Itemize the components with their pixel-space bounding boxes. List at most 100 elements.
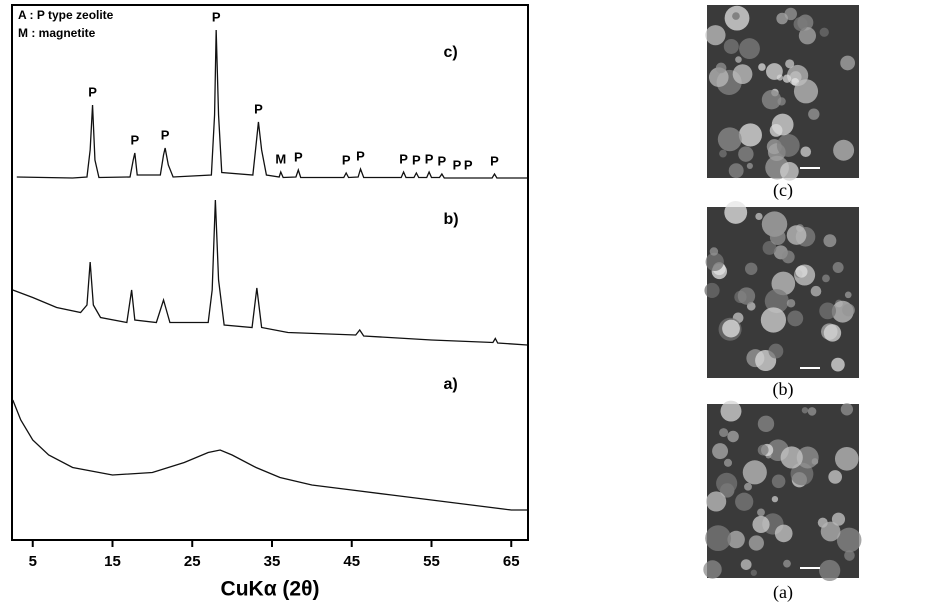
sem-grain — [795, 265, 808, 278]
sem-grain — [842, 303, 855, 317]
sem-grain — [766, 63, 783, 80]
sem-grain — [735, 492, 754, 511]
peak-label: P — [464, 157, 473, 172]
image-caption: (c) — [773, 180, 793, 201]
sem-grain — [771, 495, 779, 503]
sem-grain — [709, 247, 719, 256]
sem-grain — [768, 343, 784, 359]
sem-grain — [785, 59, 795, 69]
sem-grain — [732, 12, 740, 20]
sem-grain — [732, 64, 753, 85]
peak-label: P — [294, 149, 303, 164]
x-tick-label: 45 — [343, 553, 360, 570]
sem-grain — [727, 530, 745, 549]
peak-label: P — [425, 151, 434, 166]
sem-grain — [844, 550, 855, 561]
plot-frame — [11, 4, 529, 541]
peak-label: P — [88, 84, 97, 99]
sem-grain — [808, 108, 820, 120]
x-tick-label: 65 — [503, 553, 520, 570]
sem-grain — [836, 527, 862, 553]
peak-label: M — [275, 151, 286, 166]
sem-grain — [774, 524, 793, 543]
sem-grain — [719, 428, 729, 438]
peak-label: P — [130, 132, 139, 147]
sem-grain — [786, 225, 807, 245]
sem-grain — [798, 27, 817, 45]
sem-grain — [716, 472, 738, 494]
sem-grain — [755, 212, 763, 221]
sem-grain — [723, 458, 733, 467]
sem-grain — [758, 63, 766, 71]
x-tick-label: 55 — [423, 553, 440, 570]
sem-grain — [742, 460, 767, 485]
sem-grain — [793, 79, 819, 104]
sem-grain — [727, 430, 739, 443]
sem-grain — [819, 302, 837, 320]
sem-grain — [769, 229, 786, 246]
peak-label: P — [161, 127, 170, 142]
sem-grain — [801, 407, 809, 414]
peak-label: P — [490, 153, 499, 168]
sem-grain — [750, 569, 757, 576]
sem-grain — [771, 113, 794, 136]
peak-label: P — [453, 157, 462, 172]
sem-grain — [722, 319, 740, 338]
sem-grain — [704, 282, 720, 299]
sem-grain — [706, 491, 727, 512]
sem-grain — [746, 162, 753, 169]
legend-text: M : magnetite — [18, 26, 96, 40]
sem-grain — [819, 559, 841, 582]
sem-grain — [793, 17, 808, 32]
sem-grain — [823, 234, 837, 248]
peak-label: P — [438, 153, 447, 168]
sem-grain — [738, 146, 754, 162]
sem-grain — [720, 400, 742, 422]
sem-grain — [787, 310, 804, 327]
sem-grain — [782, 74, 792, 83]
x-axis-title: CuKα (2θ) — [221, 578, 320, 601]
series-label: a) — [443, 376, 457, 393]
peak-label: P — [412, 152, 421, 167]
sem-grain — [744, 482, 752, 491]
sem-grain — [831, 357, 845, 372]
image-caption: (b) — [773, 379, 794, 400]
sem-grain — [780, 446, 803, 469]
sem-grain — [705, 25, 726, 46]
sem-grain — [764, 289, 789, 314]
sem-grain — [703, 560, 722, 579]
sem-grain — [776, 133, 800, 157]
sem-grain — [762, 241, 777, 255]
sem-grain — [712, 443, 729, 460]
sem-grain — [757, 444, 769, 456]
x-tick-label: 25 — [184, 553, 201, 570]
peak-label: P — [254, 101, 263, 116]
sem-grain — [844, 291, 852, 299]
sem-grain — [737, 287, 756, 305]
sem-grain — [828, 470, 843, 484]
sem-grain — [840, 55, 856, 71]
sem-grain — [705, 525, 732, 552]
sem-grain — [833, 139, 855, 161]
x-tick-label: 35 — [264, 553, 281, 570]
sem-grain — [807, 407, 817, 416]
sem-grain — [786, 299, 796, 308]
sem-grain — [738, 123, 762, 147]
sem-grain — [832, 261, 844, 273]
sem-grain — [757, 508, 765, 517]
image-caption: (a) — [773, 582, 793, 603]
x-tick-label: 15 — [104, 553, 121, 570]
x-tick-label: 5 — [29, 553, 37, 570]
sem-grain — [760, 307, 787, 333]
sem-grain — [781, 250, 795, 264]
xrd-trace — [16, 29, 528, 179]
sem-grain — [723, 38, 739, 54]
sem-grain — [735, 56, 742, 63]
sem-grain — [740, 559, 752, 570]
peak-label: P — [342, 152, 351, 167]
peak-label: P — [399, 151, 408, 166]
series-label: c) — [443, 44, 457, 61]
sem-grain — [796, 446, 819, 469]
sem-grain — [771, 474, 786, 489]
